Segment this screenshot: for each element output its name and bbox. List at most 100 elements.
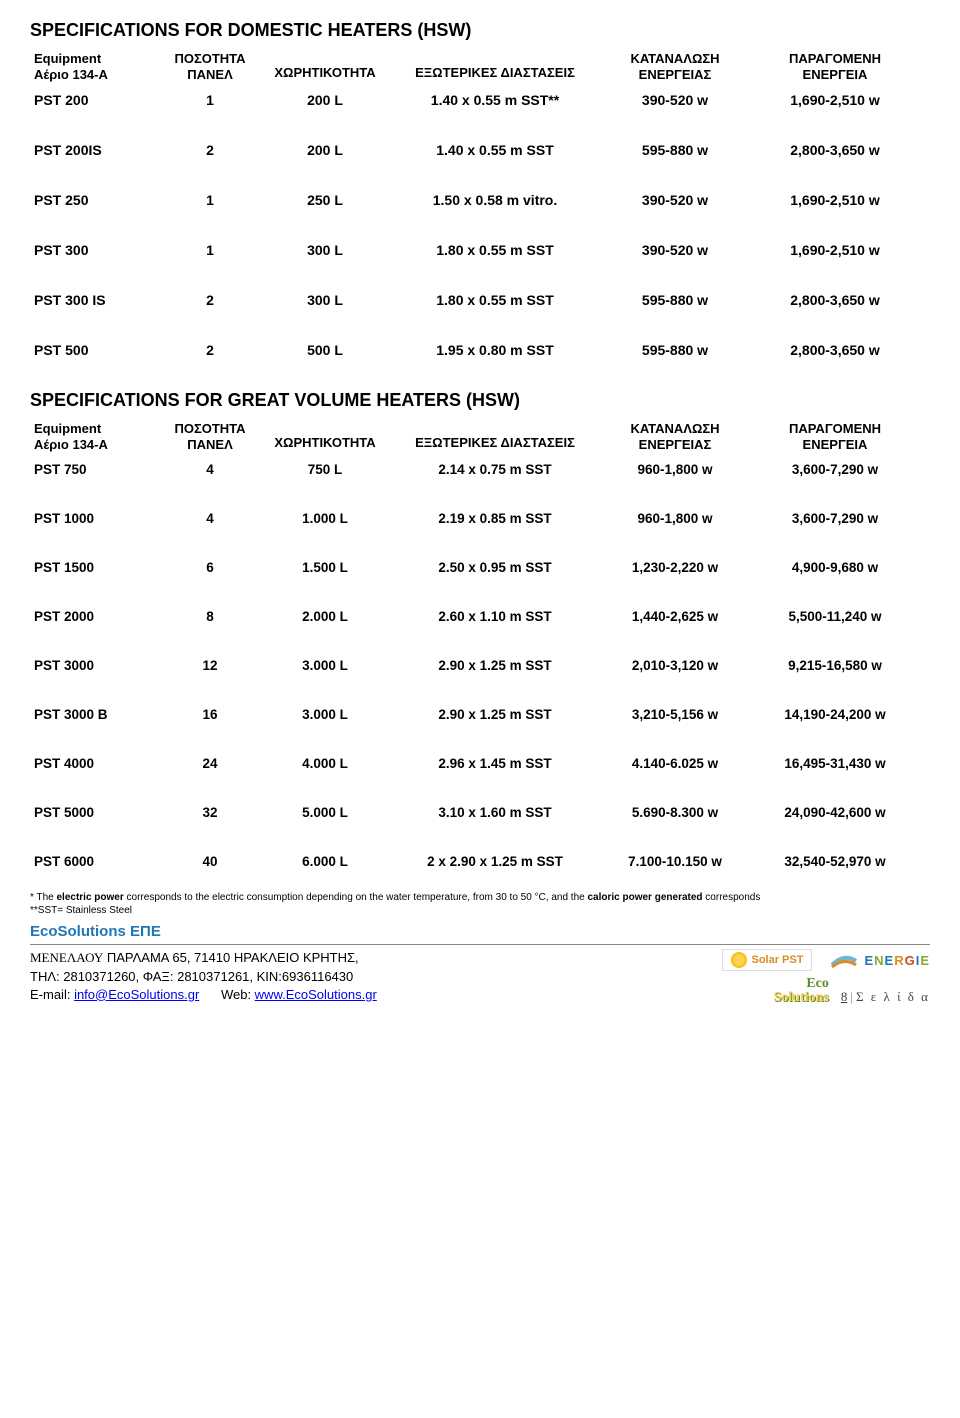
- spec2-h1: Equipment Αέριο 134-A: [30, 421, 160, 452]
- table-cell: 3.000 L: [260, 707, 390, 722]
- table-cell: 390-520 w: [600, 242, 750, 258]
- h-label: ΠΟΣΟΤΗΤΑ: [174, 421, 245, 436]
- table-cell: PST 1500: [30, 560, 160, 575]
- table-cell: 32: [160, 805, 260, 820]
- table-cell: PST 250: [30, 192, 160, 208]
- footer-contact: ΜΕΝΕΛΑΟΥ ΠΑΡΛΑΜΑ 65, 71410 ΗΡΑΚΛΕΙΟ ΚΡΗΤ…: [30, 949, 377, 1004]
- table-cell: 24: [160, 756, 260, 771]
- table-cell: 2.90 x 1.25 m SST: [390, 707, 600, 722]
- table-cell: 3.000 L: [260, 658, 390, 673]
- h-label: ΕΝΕΡΓΕΙΑΣ: [639, 437, 712, 452]
- footnote-text: * The: [30, 892, 57, 903]
- table-cell: 7.100-10.150 w: [600, 854, 750, 869]
- page-label: Σ ε λ ί δ α: [856, 989, 930, 1004]
- table-cell: PST 300 IS: [30, 292, 160, 308]
- table-row: PST 150061.500 L2.50 x 0.95 m SST1,230-2…: [30, 558, 930, 577]
- tel-line: ΤΗΛ: 2810371260, ΦΑΞ: 2810371261, ΚΙΝ:69…: [30, 968, 377, 986]
- h-label: ΕΞΩΤΕΡΙΚΕΣ ΔΙΑΣΤΑΣΕΙΣ: [415, 435, 575, 450]
- table-cell: 3,600-7,290 w: [750, 462, 920, 477]
- spec2-h2: ΠΟΣΟΤΗΤΑ ΠΑΝΕΛ: [160, 421, 260, 452]
- footnote-text: **SST= Stainless Steel: [30, 905, 132, 916]
- table-row: PST 4000244.000 L2.96 x 1.45 m SST4.140-…: [30, 754, 930, 773]
- table-cell: 4,900-9,680 w: [750, 560, 920, 575]
- table-cell: 2,800-3,650 w: [750, 342, 920, 358]
- address-name: ΜΕΝΕΛΑΟΥ: [30, 950, 103, 965]
- sun-icon: [731, 952, 747, 968]
- table-cell: 2 x 2.90 x 1.25 m SST: [390, 854, 600, 869]
- footer-logos: Solar PST ENERGIE Eco Solutions 8|Σ ε λ …: [722, 949, 930, 1005]
- table-cell: 2.90 x 1.25 m SST: [390, 658, 600, 673]
- table-cell: 750 L: [260, 462, 390, 477]
- spec1-h6: ΠΑΡΑΓΟΜΕΝΗ ΕΝΕΡΓΕΙΑ: [750, 51, 920, 82]
- page-num-value: 8: [841, 989, 848, 1004]
- table-row: PST 2501250 L1.50 x 0.58 m vitro.390-520…: [30, 190, 930, 210]
- spec1-h1: Equipment Αέριο 134-A: [30, 51, 160, 82]
- table-cell: 5.690-8.300 w: [600, 805, 750, 820]
- h-label: ΧΩΡΗΤΙΚΟΤΗΤΑ: [274, 435, 375, 450]
- h-label: ΠΑΡΑΓΟΜΕΝΗ: [789, 421, 881, 436]
- table-cell: 595-880 w: [600, 292, 750, 308]
- table-cell: 500 L: [260, 342, 390, 358]
- table-cell: 4: [160, 462, 260, 477]
- table-cell: PST 2000: [30, 609, 160, 624]
- table-cell: 3,210-5,156 w: [600, 707, 750, 722]
- spec2-h4: ΕΞΩΤΕΡΙΚΕΣ ΔΙΑΣΤΑΣΕΙΣ: [390, 421, 600, 452]
- h-label: ΠΟΣΟΤΗΤΑ: [174, 51, 245, 66]
- table-cell: PST 200: [30, 92, 160, 108]
- table-cell: PST 4000: [30, 756, 160, 771]
- table-cell: PST 5000: [30, 805, 160, 820]
- table-cell: 1.95 x 0.80 m SST: [390, 342, 600, 358]
- table-row: PST 3000 B163.000 L2.90 x 1.25 m SST3,21…: [30, 705, 930, 724]
- eco-text: Eco: [806, 976, 829, 991]
- table-cell: 1.80 x 0.55 m SST: [390, 292, 600, 308]
- h-label: ΕΝΕΡΓΕΙΑ: [803, 67, 868, 82]
- table-cell: 1.80 x 0.55 m SST: [390, 242, 600, 258]
- table-row: PST 200082.000 L2.60 x 1.10 m SST1,440-2…: [30, 607, 930, 626]
- table-row: PST 6000406.000 L2 x 2.90 x 1.25 m SST7.…: [30, 852, 930, 871]
- footnote: * The electric power corresponds to the …: [30, 891, 930, 917]
- h-label: ΠΑΝΕΛ: [187, 67, 233, 82]
- table-cell: 1.40 x 0.55 m SST: [390, 142, 600, 158]
- spec2-h6: ΠΑΡΑΓΟΜΕΝΗ ΕΝΕΡΓΕΙΑ: [750, 421, 920, 452]
- h-label: ΕΝΕΡΓΕΙΑ: [803, 437, 868, 452]
- table-cell: 390-520 w: [600, 192, 750, 208]
- table-cell: 2.14 x 0.75 m SST: [390, 462, 600, 477]
- table-cell: PST 300: [30, 242, 160, 258]
- table-cell: 2.000 L: [260, 609, 390, 624]
- footnote-text: corresponds to the electric consumption …: [124, 892, 588, 903]
- table-cell: 2.50 x 0.95 m SST: [390, 560, 600, 575]
- h-label: Equipment: [34, 421, 101, 436]
- footnote-bold: electric power: [57, 892, 124, 903]
- footer: ΜΕΝΕΛΑΟΥ ΠΑΡΛΑΜΑ 65, 71410 ΗΡΑΚΛΕΙΟ ΚΡΗΤ…: [30, 944, 930, 1005]
- table-cell: 1,690-2,510 w: [750, 192, 920, 208]
- h-label: ΧΩΡΗΤΙΚΟΤΗΤΑ: [274, 65, 375, 80]
- table-cell: 595-880 w: [600, 142, 750, 158]
- table-cell: 6.000 L: [260, 854, 390, 869]
- table-cell: 2,010-3,120 w: [600, 658, 750, 673]
- spec2-title: SPECIFICATIONS FOR GREAT VOLUME HEATERS …: [30, 390, 930, 411]
- table-cell: 1: [160, 192, 260, 208]
- table-cell: 960-1,800 w: [600, 462, 750, 477]
- table-cell: 3,600-7,290 w: [750, 511, 920, 526]
- email-link[interactable]: info@EcoSolutions.gr: [74, 987, 199, 1002]
- table-cell: 3.10 x 1.60 m SST: [390, 805, 600, 820]
- table-cell: 250 L: [260, 192, 390, 208]
- table-row: PST 2001200 L1.40 x 0.55 m SST**390-520 …: [30, 90, 930, 110]
- table-cell: 5,500-11,240 w: [750, 609, 920, 624]
- table-cell: 1: [160, 92, 260, 108]
- table-cell: 1,440-2,625 w: [600, 609, 750, 624]
- table-row: PST 300 IS2300 L1.80 x 0.55 m SST595-880…: [30, 290, 930, 310]
- table-cell: 2.96 x 1.45 m SST: [390, 756, 600, 771]
- table-row: PST 100041.000 L2.19 x 0.85 m SST960-1,8…: [30, 509, 930, 528]
- eco-text: Solutions: [774, 990, 829, 1005]
- table-cell: 2.19 x 0.85 m SST: [390, 511, 600, 526]
- table-row: PST 200IS2200 L1.40 x 0.55 m SST595-880 …: [30, 140, 930, 160]
- table-cell: 960-1,800 w: [600, 511, 750, 526]
- solar-pst-logo: Solar PST: [722, 949, 812, 971]
- h-label: Αέριο 134-A: [34, 67, 108, 82]
- web-link[interactable]: www.EcoSolutions.gr: [255, 987, 377, 1002]
- table-row: PST 3000123.000 L2.90 x 1.25 m SST2,010-…: [30, 656, 930, 675]
- table-cell: 2,800-3,650 w: [750, 292, 920, 308]
- table-cell: PST 3000 B: [30, 707, 160, 722]
- table-cell: 4.140-6.025 w: [600, 756, 750, 771]
